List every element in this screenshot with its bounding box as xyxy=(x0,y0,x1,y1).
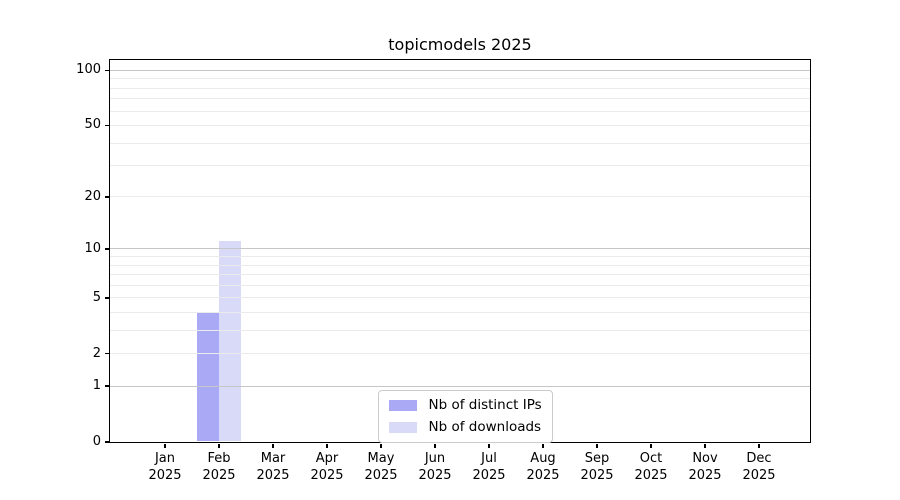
x-tick-year: 2025 xyxy=(472,468,506,483)
x-tick-mark xyxy=(488,443,490,448)
x-tick-label: Mar 2025 xyxy=(246,450,300,484)
legend-label: Nb of distinct IPs xyxy=(428,396,542,413)
x-tick-mark xyxy=(164,443,166,448)
plot-area: Nb of distinct IPs Nb of downloads xyxy=(108,58,811,443)
x-tick-label: Feb 2025 xyxy=(192,450,246,484)
gridline-minor xyxy=(109,98,810,100)
y-tick-mark xyxy=(105,297,109,299)
gridline-minor xyxy=(109,142,810,144)
x-tick-label: Jan 2025 xyxy=(138,450,192,484)
y-tick-mark xyxy=(105,385,109,387)
legend: Nb of distinct IPs Nb of downloads xyxy=(377,389,553,443)
gridline-major xyxy=(109,248,810,250)
gridline-minor xyxy=(109,110,810,112)
gridline-minor xyxy=(109,165,810,167)
x-tick-year: 2025 xyxy=(580,468,614,483)
x-tick-mark xyxy=(542,443,544,448)
x-tick-month: Apr xyxy=(315,451,339,466)
y-tick-label: 5 xyxy=(92,289,101,305)
x-tick-mark xyxy=(596,443,598,448)
gridline-minor xyxy=(109,329,810,331)
x-tick-mark xyxy=(704,443,706,448)
gridline-minor xyxy=(109,196,810,198)
x-tick-year: 2025 xyxy=(202,468,236,483)
legend-swatch xyxy=(388,421,417,433)
x-tick-mark xyxy=(272,443,274,448)
gridline-minor xyxy=(109,87,810,89)
x-tick-month: Nov xyxy=(692,451,718,466)
bar-downloads xyxy=(218,241,241,442)
x-tick-mark xyxy=(758,443,760,448)
legend-entry: Nb of distinct IPs xyxy=(388,396,542,413)
bar-distinct-ips xyxy=(196,311,219,442)
y-tick-label: 50 xyxy=(84,117,101,133)
x-tick-label: Nov 2025 xyxy=(678,450,732,484)
x-tick-month: Dec xyxy=(746,451,772,466)
legend-label: Nb of downloads xyxy=(428,418,542,435)
y-tick-mark xyxy=(105,69,109,72)
x-tick-year: 2025 xyxy=(526,468,560,483)
x-tick-month: Jan xyxy=(154,451,176,466)
legend-swatch xyxy=(388,399,417,411)
x-tick-month: Mar xyxy=(260,451,286,466)
x-tick-label: May 2025 xyxy=(354,450,408,484)
x-tick-month: Jun xyxy=(424,451,446,466)
y-tick-mark xyxy=(105,352,109,355)
gridline-minor xyxy=(109,297,810,299)
x-tick-label: Apr 2025 xyxy=(300,450,354,484)
x-tick-mark xyxy=(650,443,652,448)
x-tick-label: Sep 2025 xyxy=(570,450,624,484)
gridline-minor xyxy=(109,264,810,266)
x-tick-mark xyxy=(218,443,220,448)
y-tick-label: 2 xyxy=(92,345,101,361)
x-tick-mark xyxy=(434,443,436,448)
gridline-major xyxy=(109,69,810,71)
legend-entry: Nb of downloads xyxy=(388,418,542,435)
y-tick-mark xyxy=(105,124,109,127)
x-tick-year: 2025 xyxy=(310,468,344,483)
y-tick-mark xyxy=(105,441,109,443)
gridline-minor xyxy=(109,78,810,80)
gridline-major xyxy=(109,385,810,387)
y-tick-label: 20 xyxy=(84,188,101,204)
x-tick-year: 2025 xyxy=(418,468,452,483)
x-tick-year: 2025 xyxy=(742,468,776,483)
x-tick-month: Jul xyxy=(481,451,497,466)
x-tick-mark xyxy=(380,443,382,448)
y-tick-mark xyxy=(105,248,109,250)
y-tick-mark xyxy=(105,196,109,198)
gridline-minor xyxy=(109,256,810,258)
x-tick-year: 2025 xyxy=(364,468,398,483)
x-tick-label: Dec 2025 xyxy=(732,450,786,484)
x-tick-mark xyxy=(326,443,328,448)
y-tick-label: 100 xyxy=(76,62,101,78)
x-tick-month: Aug xyxy=(530,451,556,466)
y-tick-label: 10 xyxy=(84,240,101,256)
y-tick-label: 0 xyxy=(92,434,101,449)
gridline-minor xyxy=(109,274,810,276)
chart-title: topicmodels 2025 xyxy=(388,35,532,54)
gridline-minor xyxy=(109,124,810,126)
x-tick-label: Jul 2025 xyxy=(462,450,516,484)
x-tick-label: Jun 2025 xyxy=(408,450,462,484)
y-tick-label: 1 xyxy=(92,378,101,394)
x-tick-year: 2025 xyxy=(688,468,722,483)
gridline-minor xyxy=(109,311,810,313)
x-tick-label: Aug 2025 xyxy=(516,450,570,484)
x-tick-year: 2025 xyxy=(634,468,668,483)
x-tick-year: 2025 xyxy=(148,468,182,483)
x-tick-month: Feb xyxy=(207,451,231,466)
gridline-minor xyxy=(109,353,810,355)
x-tick-month: May xyxy=(367,451,395,466)
x-tick-month: Oct xyxy=(639,451,663,466)
x-tick-year: 2025 xyxy=(256,468,290,483)
x-tick-label: Oct 2025 xyxy=(624,450,678,484)
x-tick-month: Sep xyxy=(584,451,610,466)
gridline-minor xyxy=(109,284,810,286)
